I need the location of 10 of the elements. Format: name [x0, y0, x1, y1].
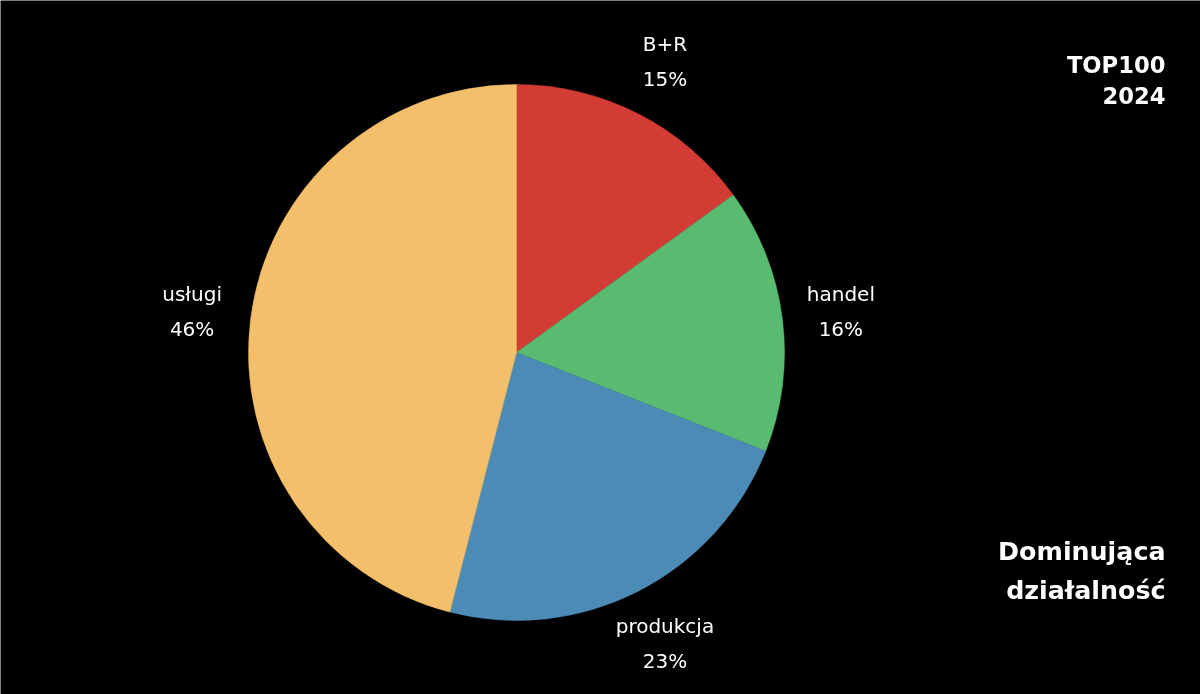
data-label: 16%: [818, 316, 864, 341]
slice-label: usługi: [162, 282, 222, 307]
text: TOP100 2024: [1066, 51, 1166, 110]
text: Dominująca działalność: [998, 536, 1166, 605]
slice-label: B+R: [642, 31, 688, 56]
slice-label: handel: [806, 282, 875, 307]
data-label: 23%: [642, 649, 688, 674]
data-label: 15%: [642, 66, 688, 91]
data-label: 46%: [169, 316, 215, 341]
slice-label: produkcja: [615, 614, 715, 639]
